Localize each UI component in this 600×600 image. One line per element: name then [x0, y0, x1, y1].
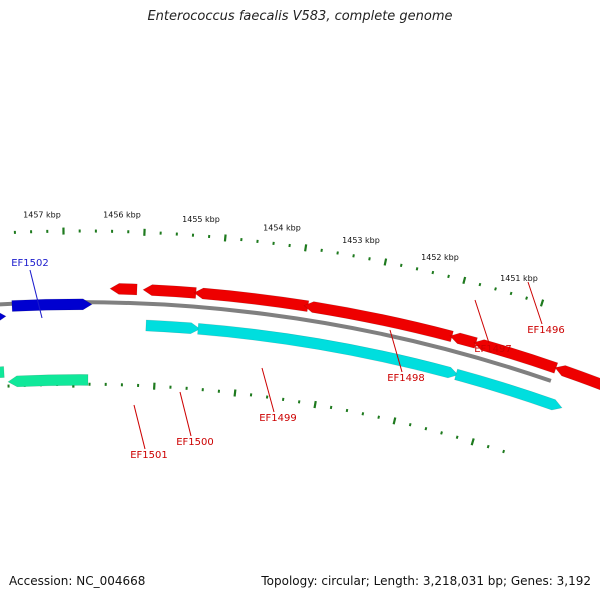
outer-tick — [478, 282, 482, 287]
gene-labels: EF1496 EF1497 EF1498 EF1499 EF1500 EF1501 EF15… — [11, 258, 565, 461]
outer-tick — [304, 244, 308, 252]
outer-tick — [447, 274, 450, 279]
outer-tick — [399, 263, 403, 268]
gene-arrow[interactable] — [454, 368, 563, 411]
outer-tick — [383, 258, 388, 266]
inner-tick — [361, 412, 365, 416]
outer-tick — [368, 257, 371, 261]
inner-tick — [470, 438, 475, 446]
gene-arrow[interactable] — [109, 283, 138, 296]
scale-label: 1452 kbp — [421, 253, 459, 262]
scale-label: 1455 kbp — [182, 215, 220, 224]
accession-text: Accession: NC_004668 — [9, 574, 146, 588]
outer-tick — [431, 270, 435, 275]
gene-leader-line — [179, 391, 192, 437]
gene-features — [0, 283, 600, 411]
inner-tick — [455, 435, 459, 439]
inner-tick — [408, 422, 412, 427]
gene-label[interactable]: EF1497 — [474, 344, 512, 355]
outer-tick — [415, 267, 419, 271]
outer-tick — [509, 291, 513, 296]
inner-tick — [377, 415, 380, 419]
gene-label[interactable]: EF1500 — [176, 437, 214, 448]
map-title: Enterococcus faecalis V583, complete gen… — [147, 9, 453, 24]
outer-tick — [525, 296, 528, 300]
outer-tick — [336, 251, 339, 255]
outer-tick — [462, 276, 467, 285]
inner-tick — [392, 417, 397, 425]
inner-tick — [440, 431, 443, 435]
gene-leader-line — [261, 367, 275, 413]
gene-label[interactable]: EF1499 — [259, 413, 297, 424]
scale-label: 1451 kbp — [500, 274, 538, 283]
inner-tick — [233, 389, 237, 397]
scale-label: 1454 kbp — [263, 223, 301, 232]
inner-tick — [424, 426, 428, 431]
highlight-gene-arrow[interactable] — [0, 366, 5, 379]
highlight-gene-arrow[interactable] — [11, 298, 93, 312]
inner-tick — [329, 405, 333, 410]
outer-tick — [539, 299, 545, 307]
scale-labels: 1451 kbp 1452 kbp 1453 kbp 1454 kbp 1455 kbp… — [23, 210, 538, 283]
outer-tick — [494, 287, 497, 291]
inner-tick — [345, 408, 349, 413]
gene-label[interactable]: EF1502 — [11, 258, 49, 269]
gene-label[interactable]: EF1501 — [130, 450, 168, 461]
gene-leader-line — [527, 281, 543, 325]
gene-leader-line — [133, 404, 146, 450]
inner-tick — [313, 400, 317, 409]
inner-tick — [486, 444, 490, 449]
gene-leader-line — [29, 269, 43, 319]
gene-leader-line — [389, 329, 403, 373]
gene-arrow[interactable] — [142, 284, 197, 299]
highlight-gene-arrow[interactable] — [0, 311, 7, 323]
topology-summary: Topology: circular; Length: 3,218,031 bp… — [261, 574, 591, 588]
gene-label[interactable]: EF1496 — [527, 325, 565, 336]
inner-tick — [502, 449, 506, 454]
outer-tick — [223, 234, 227, 242]
highlight-gene-arrow[interactable] — [7, 374, 89, 388]
gene-arrow[interactable] — [145, 319, 201, 335]
gene-label[interactable]: EF1498 — [387, 373, 425, 384]
gene-leader-line — [474, 299, 490, 344]
gene-arrow[interactable] — [197, 323, 459, 379]
scale-label: 1457 kbp — [23, 210, 61, 219]
inner-tick-track — [7, 380, 506, 454]
outer-tick — [352, 254, 355, 258]
gene-arrow[interactable] — [554, 365, 600, 393]
scale-label: 1456 kbp — [103, 211, 141, 220]
scale-label: 1453 kbp — [342, 236, 380, 245]
outer-tick-track — [13, 227, 545, 307]
